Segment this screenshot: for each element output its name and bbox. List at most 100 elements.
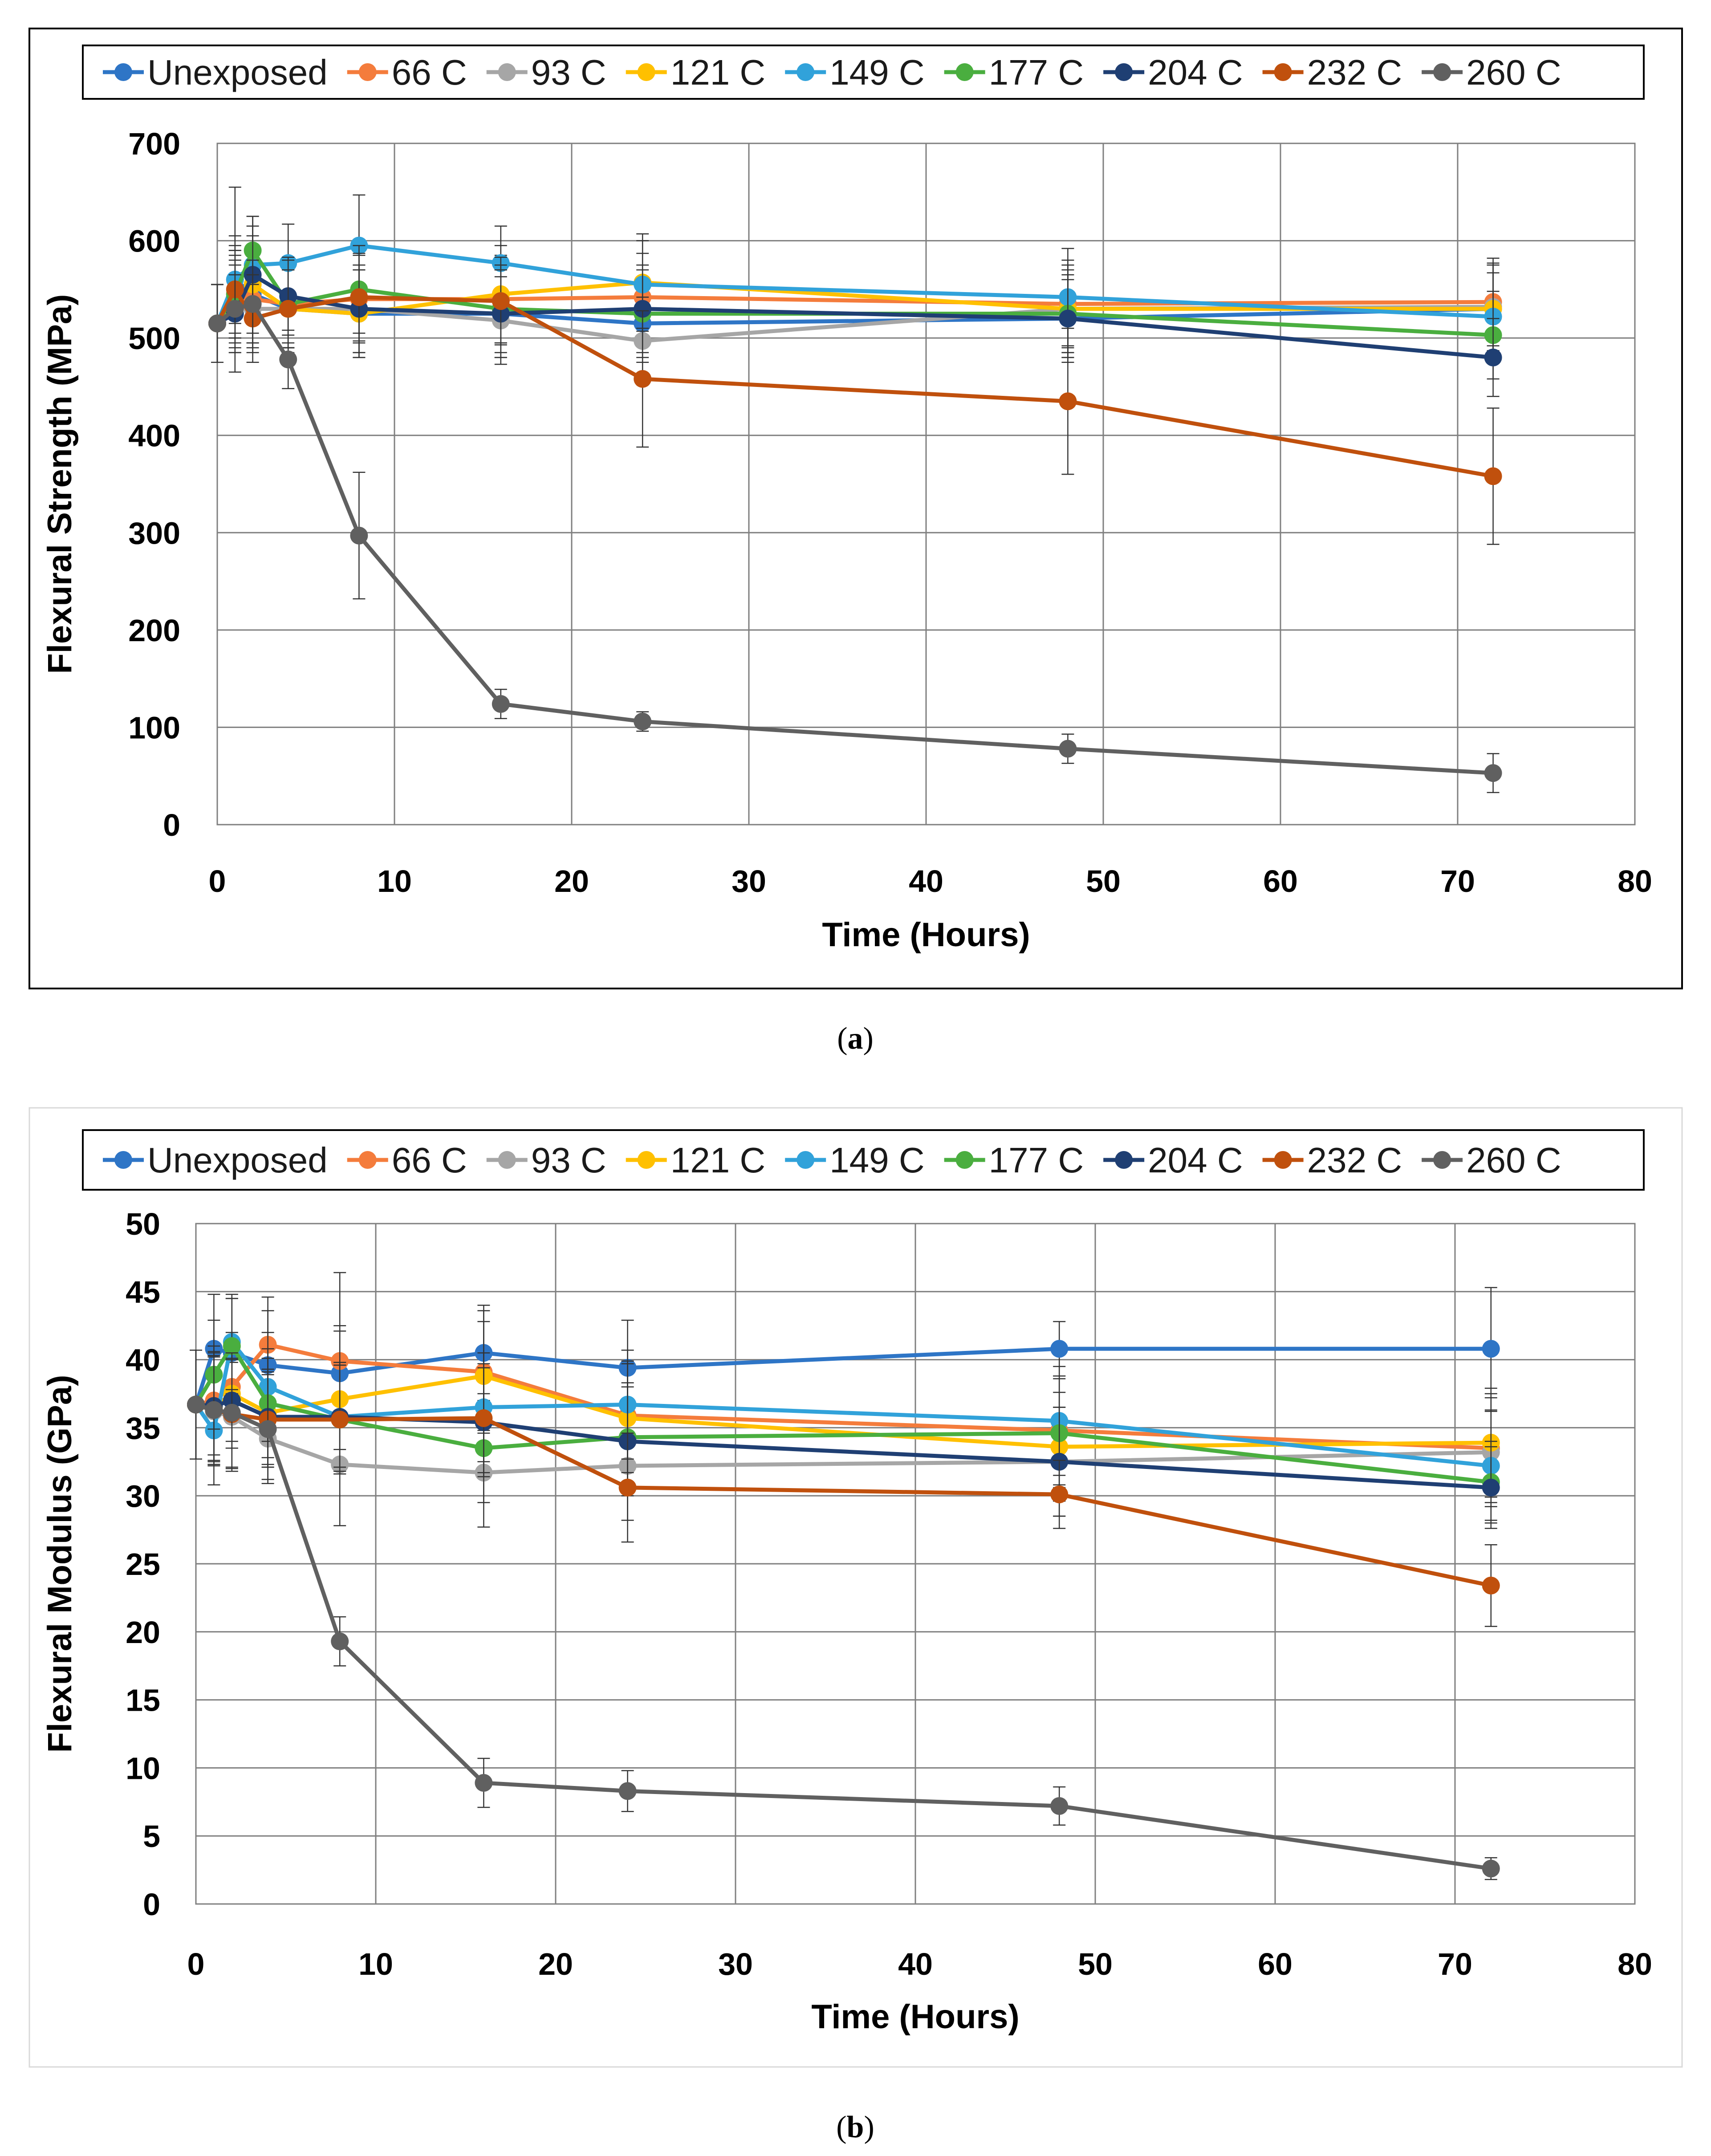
x-tick-label: 40 xyxy=(898,1947,933,1981)
data-point xyxy=(1482,1478,1500,1497)
y-tick-label: 50 xyxy=(126,1207,160,1241)
legend-swatch-marker xyxy=(114,63,132,81)
legend-label: 93 C xyxy=(531,53,606,92)
legend-label: 232 C xyxy=(1307,1140,1402,1180)
legend-swatch-marker xyxy=(1274,63,1292,81)
legend-label: 121 C xyxy=(671,53,765,92)
y-tick-label: 10 xyxy=(126,1751,160,1786)
chart-frame xyxy=(28,1107,1683,2068)
data-point xyxy=(350,526,368,545)
legend-label: 260 C xyxy=(1466,53,1561,92)
legend-label: 93 C xyxy=(531,1140,606,1180)
data-point xyxy=(634,712,652,731)
legend-swatch-marker xyxy=(1433,1151,1451,1169)
data-point xyxy=(223,1403,241,1422)
y-tick-label: 30 xyxy=(126,1479,160,1513)
data-point xyxy=(208,314,226,333)
legend-item: 204 C xyxy=(1103,1140,1243,1180)
legend-item: 260 C xyxy=(1422,1140,1561,1180)
x-tick-label: 30 xyxy=(732,864,766,899)
y-tick-label: 500 xyxy=(128,321,180,356)
legend-swatch-marker xyxy=(1115,63,1133,81)
data-point xyxy=(475,1774,493,1792)
y-tick-label: 400 xyxy=(128,419,180,453)
legend-label: 66 C xyxy=(392,53,467,92)
x-tick-label: 20 xyxy=(538,1947,573,1981)
x-tick-label: 60 xyxy=(1258,1947,1292,1981)
data-point xyxy=(223,1337,241,1355)
legend: Unexposed 66 C 93 C 121 C 149 C 177 C 204 C 232… xyxy=(82,1129,1645,1191)
series-260-c xyxy=(187,1349,1500,1880)
data-point xyxy=(1059,392,1077,411)
x-tick-label: 50 xyxy=(1078,1947,1113,1981)
data-point xyxy=(259,1420,277,1438)
x-axis-title: Time (Hours) xyxy=(811,1998,1019,2036)
data-point xyxy=(475,1409,493,1428)
legend-label: 204 C xyxy=(1148,53,1243,92)
data-point xyxy=(1059,309,1077,328)
data-point xyxy=(279,300,297,318)
legend-box xyxy=(82,1129,1645,1191)
figure-caption: (a) xyxy=(837,1021,874,1056)
data-point xyxy=(1484,348,1502,366)
legend-swatch-marker xyxy=(498,63,516,81)
legend-swatch-marker xyxy=(637,1151,655,1169)
legend-swatch-marker xyxy=(1115,1151,1133,1169)
legend-box xyxy=(82,45,1645,100)
data-point xyxy=(1059,740,1077,758)
y-tick-label: 300 xyxy=(128,516,180,550)
legend-item: 204 C xyxy=(1103,53,1243,92)
y-tick-label: 45 xyxy=(126,1275,160,1310)
x-tick-label: 20 xyxy=(554,864,589,899)
x-tick-label: 0 xyxy=(209,864,226,899)
series-260-c xyxy=(208,260,1502,793)
x-tick-label: 70 xyxy=(1440,864,1475,899)
y-tick-label: 25 xyxy=(126,1547,160,1582)
series-232-c xyxy=(208,245,1502,545)
legend-item: 232 C xyxy=(1262,53,1402,92)
legend-swatch-marker xyxy=(955,1151,974,1169)
chart-panel-b: 0 10 20 30 40 50 60 70 80 0 5 10 15 20 25 30 35 40 45 50 Tim… xyxy=(28,1107,1683,2144)
legend-label: Unexposed xyxy=(147,1140,328,1180)
data-point xyxy=(492,695,510,713)
legend-swatch-marker xyxy=(1274,1151,1292,1169)
legend-item: 93 C xyxy=(486,53,606,92)
data-point xyxy=(1484,764,1502,782)
legend-swatch-marker xyxy=(797,63,815,81)
caption-letter: b xyxy=(847,2110,864,2144)
x-tick-label: 80 xyxy=(1618,864,1652,899)
legend-label: 149 C xyxy=(829,53,924,92)
y-tick-label: 5 xyxy=(143,1819,160,1854)
data-point xyxy=(618,1782,637,1800)
legend-swatch-marker xyxy=(114,1151,132,1169)
legend-item: 66 C xyxy=(347,53,467,92)
legend-item: Unexposed xyxy=(103,1140,328,1180)
legend-item: 177 C xyxy=(944,1140,1084,1180)
legend-swatch-marker xyxy=(797,1151,815,1169)
x-tick-label: 10 xyxy=(358,1947,393,1981)
legend-item: 260 C xyxy=(1422,53,1561,92)
y-tick-label: 20 xyxy=(126,1615,160,1650)
x-tick-label: 80 xyxy=(1618,1947,1652,1981)
data-point xyxy=(492,292,510,310)
chart-panel-a: 0 10 20 30 40 50 60 70 80 0 100 200 300 400 500 600 700 T… xyxy=(28,28,1683,1056)
legend-label: 204 C xyxy=(1148,1140,1243,1180)
data-point xyxy=(1482,1859,1500,1878)
legend-label: 121 C xyxy=(671,1140,765,1180)
legend-swatch-marker xyxy=(358,63,377,81)
legend-label: 149 C xyxy=(829,1140,924,1180)
data-point xyxy=(331,1632,349,1651)
legend-swatch-marker xyxy=(358,1151,377,1169)
legend-label: 66 C xyxy=(392,1140,467,1180)
y-tick-label: 40 xyxy=(126,1343,160,1378)
y-axis-title: Flexural Modulus (GPa) xyxy=(41,1375,79,1753)
legend-swatch-marker xyxy=(637,63,655,81)
y-tick-label: 0 xyxy=(163,808,180,842)
data-point xyxy=(634,370,652,388)
y-tick-label: 200 xyxy=(128,613,180,648)
legend-item: 121 C xyxy=(626,1140,765,1180)
data-point xyxy=(350,288,368,306)
legend-item: 149 C xyxy=(785,1140,925,1180)
legend-swatch-marker xyxy=(1433,63,1451,81)
legend-label: 177 C xyxy=(989,1140,1084,1180)
